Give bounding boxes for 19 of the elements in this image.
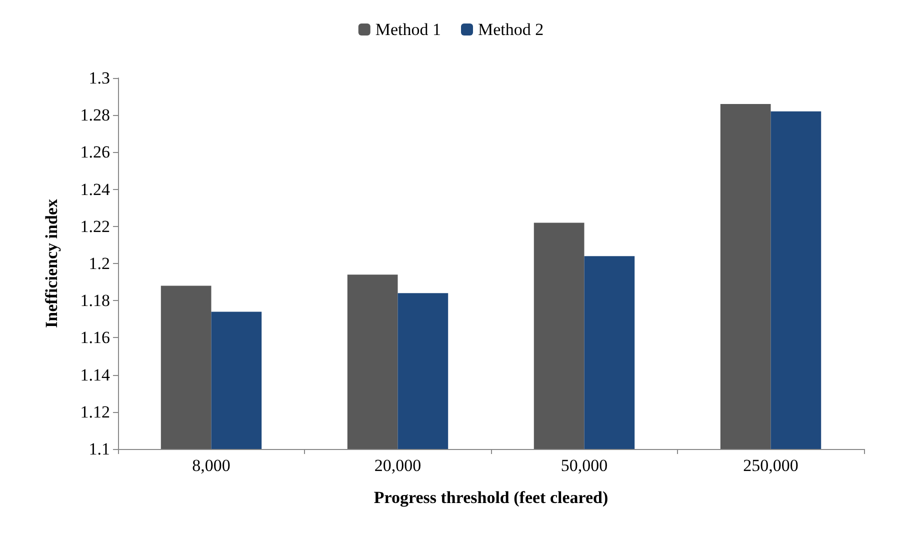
y-tick-label: 1.24 bbox=[80, 180, 110, 199]
x-axis-title: Progress threshold (feet cleared) bbox=[374, 488, 608, 507]
y-tick-label: 1.1 bbox=[88, 440, 110, 458]
legend-label: Method 1 bbox=[375, 20, 442, 39]
y-tick-label: 1.28 bbox=[80, 106, 110, 125]
y-tick-label: 1.2 bbox=[88, 254, 110, 273]
y-tick-label: 1.14 bbox=[80, 365, 110, 384]
y-tick-label: 1.18 bbox=[80, 291, 110, 310]
y-axis-title: Inefficiency index bbox=[42, 198, 61, 328]
y-tick-label: 1.26 bbox=[80, 142, 110, 162]
x-tick-label: 8,000 bbox=[192, 456, 230, 475]
x-tick-label: 50,000 bbox=[560, 456, 608, 475]
y-tick-label: 1.3 bbox=[88, 68, 110, 88]
y-tick-label: 1.16 bbox=[80, 328, 110, 348]
x-tick-label: 20,000 bbox=[374, 456, 422, 475]
y-tick-label: 1.22 bbox=[80, 216, 110, 236]
y-tick-label: 1.12 bbox=[80, 402, 110, 422]
legend-label: Method 2 bbox=[478, 20, 544, 39]
x-tick-label: 250,000 bbox=[743, 456, 798, 475]
